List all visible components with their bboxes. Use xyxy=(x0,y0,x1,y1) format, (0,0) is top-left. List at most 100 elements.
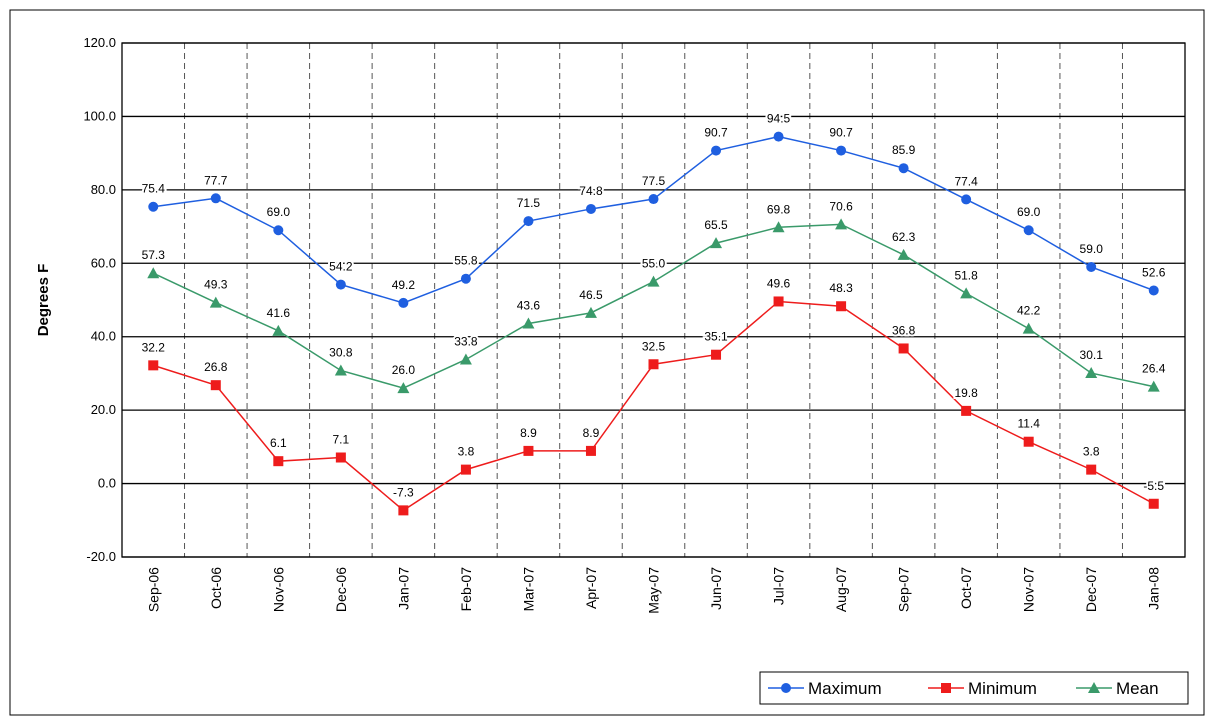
point xyxy=(836,145,847,156)
point xyxy=(334,364,347,376)
data-label: 26.4 xyxy=(1142,362,1166,376)
x-tick-label: Sep-06 xyxy=(145,567,161,612)
point xyxy=(773,131,784,142)
point xyxy=(1023,436,1034,447)
x-tick-label: Sep-07 xyxy=(896,567,912,612)
y-tick-label: 20.0 xyxy=(91,402,116,417)
point xyxy=(1088,682,1100,693)
data-label: 7.1 xyxy=(333,433,350,447)
x-tick-label: Jan-08 xyxy=(1146,567,1162,610)
data-label: 52.6 xyxy=(1142,265,1166,279)
point xyxy=(1022,322,1035,334)
data-label: 90.7 xyxy=(704,126,728,140)
point xyxy=(335,452,346,463)
chart-frame xyxy=(9,9,1205,716)
point xyxy=(209,296,222,308)
data-label: 35.1 xyxy=(704,330,728,344)
point xyxy=(773,296,784,307)
point xyxy=(460,464,471,475)
point xyxy=(772,221,785,233)
point xyxy=(335,279,346,290)
point xyxy=(273,456,284,467)
x-tick-label: Dec-07 xyxy=(1083,567,1099,612)
point xyxy=(1086,464,1097,475)
point xyxy=(460,273,471,284)
point xyxy=(459,353,472,365)
point xyxy=(898,343,909,354)
data-label: 69.0 xyxy=(267,205,291,219)
legend-box xyxy=(759,671,1189,705)
point xyxy=(273,225,284,236)
point xyxy=(710,237,723,249)
data-label: 41.6 xyxy=(267,306,291,320)
data-label: 51.8 xyxy=(954,268,978,282)
data-label: 30.1 xyxy=(1080,348,1104,362)
data-label: 48.3 xyxy=(829,281,853,295)
point xyxy=(835,218,848,230)
point xyxy=(1085,367,1098,379)
point xyxy=(585,445,596,456)
point xyxy=(585,203,596,214)
data-label: 74.8 xyxy=(579,184,603,198)
point xyxy=(781,683,791,693)
x-tick-label: Oct-06 xyxy=(208,567,224,609)
y-tick-label: 40.0 xyxy=(91,329,116,344)
data-label: 26.0 xyxy=(392,363,416,377)
data-label: 32.2 xyxy=(142,340,166,354)
point xyxy=(711,349,722,360)
data-label: 49.2 xyxy=(392,278,416,292)
data-label: 43.6 xyxy=(517,298,541,312)
x-tick-label: Jul-07 xyxy=(771,567,787,605)
data-label: 3.8 xyxy=(1083,445,1100,459)
point xyxy=(584,306,597,318)
data-label: 94.5 xyxy=(767,112,791,126)
data-label: 65.5 xyxy=(704,218,728,232)
point xyxy=(523,216,534,227)
point xyxy=(523,445,534,456)
data-label: 90.7 xyxy=(829,126,853,140)
legend-label: Mean xyxy=(1116,679,1159,698)
point xyxy=(1023,225,1034,236)
point xyxy=(961,194,972,205)
data-label: 26.8 xyxy=(204,360,228,374)
point xyxy=(836,301,847,312)
data-label: 33.8 xyxy=(454,334,478,348)
point xyxy=(398,505,409,516)
point xyxy=(148,201,159,212)
x-tick-label: Jun-07 xyxy=(708,567,724,610)
x-tick-label: Mar-07 xyxy=(520,567,536,612)
x-tick-label: Aug-07 xyxy=(833,567,849,612)
point xyxy=(647,275,660,287)
point xyxy=(147,267,160,279)
data-label: 32.5 xyxy=(642,339,666,353)
point xyxy=(961,405,972,416)
data-label: 46.5 xyxy=(579,288,603,302)
point xyxy=(210,193,221,204)
data-label: 71.5 xyxy=(517,196,541,210)
x-tick-label: May-07 xyxy=(646,567,662,614)
data-label: 77.4 xyxy=(954,174,978,188)
x-tick-label: Feb-07 xyxy=(458,567,474,612)
point xyxy=(897,248,910,260)
data-label: 19.8 xyxy=(954,386,978,400)
point xyxy=(648,359,659,370)
point xyxy=(1147,380,1160,392)
data-label: 6.1 xyxy=(270,436,287,450)
data-label: 57.3 xyxy=(142,248,166,262)
data-label: 77.5 xyxy=(642,174,666,188)
point xyxy=(1148,285,1159,296)
point xyxy=(711,145,722,156)
x-tick-label: Oct-07 xyxy=(958,567,974,609)
data-label: 70.6 xyxy=(829,199,853,213)
x-tick-label: Jan-07 xyxy=(395,567,411,610)
data-label: 54.2 xyxy=(329,260,353,274)
y-axis-label: Degrees F xyxy=(35,264,52,337)
data-label: -7.3 xyxy=(393,485,414,499)
x-tick-label: Nov-06 xyxy=(270,567,286,612)
data-label: 75.4 xyxy=(142,182,166,196)
legend-label: Minimum xyxy=(968,679,1037,698)
point xyxy=(148,360,159,371)
data-label: 36.8 xyxy=(892,323,916,337)
